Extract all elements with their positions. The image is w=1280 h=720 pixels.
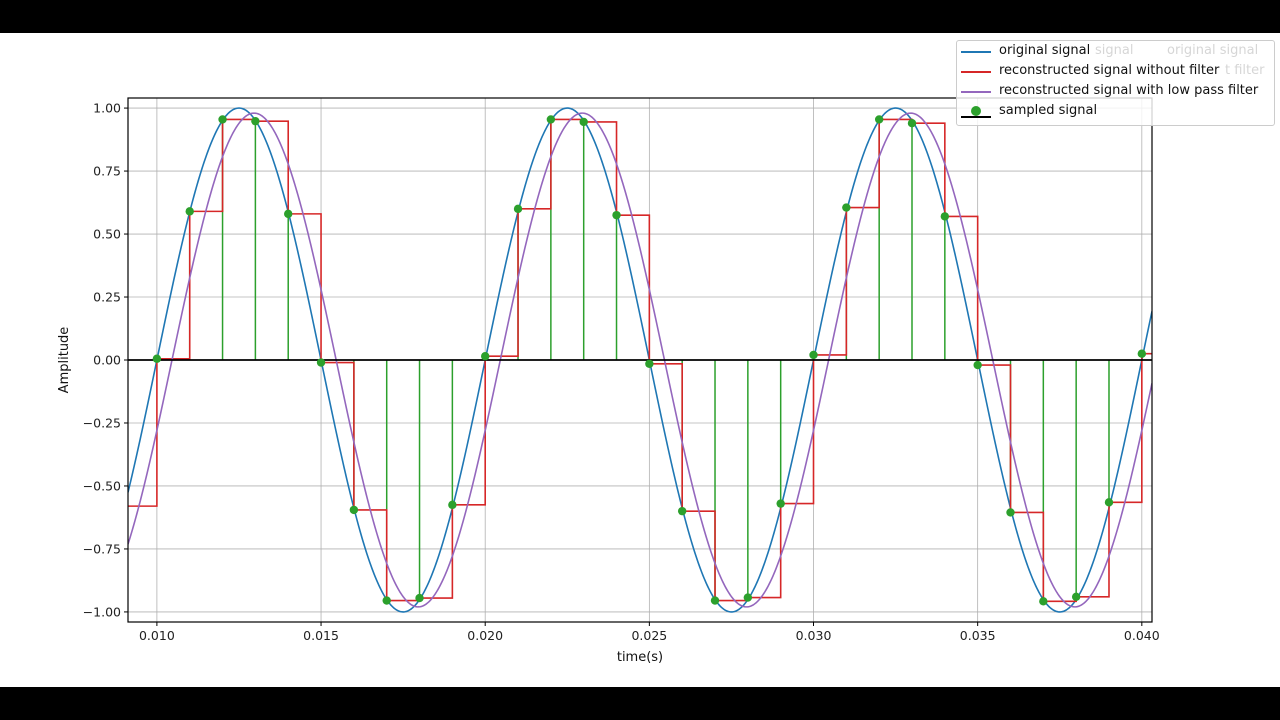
legend-ghost-text: signal: [1095, 43, 1134, 58]
sample-marker: [152, 354, 162, 363]
sample-marker: [612, 210, 621, 220]
x-axis-label: time(s): [617, 650, 663, 665]
sample-marker: [415, 593, 424, 603]
letterbox-bottom: [0, 687, 1280, 720]
y-tick-label: −0.50: [83, 478, 121, 493]
sample-marker: [579, 117, 588, 127]
x-tick-label: 0.030: [796, 628, 832, 643]
sample-marker: [481, 352, 490, 361]
sample-marker: [218, 115, 227, 124]
legend-item-low-pass: reconstructed signal with low pass filte…: [957, 82, 1274, 102]
y-tick-label: 1.00: [93, 101, 121, 116]
legend-label: original signal: [999, 43, 1091, 58]
green-marker-icon: [971, 106, 981, 116]
y-tick-label: 0.00: [93, 353, 121, 368]
y-tick-label: −0.75: [83, 541, 121, 556]
series-layer: [128, 107, 1152, 613]
sample-marker: [677, 506, 687, 516]
legend-item-original: original signal: [957, 42, 1274, 62]
sample-marker: [842, 203, 851, 212]
sample-marker: [710, 596, 720, 605]
legend-label: reconstructed signal without filter: [999, 63, 1220, 78]
sample-marker: [776, 499, 785, 508]
sample-marker: [874, 115, 884, 124]
sample-marker: [1137, 349, 1147, 358]
sample-marker: [1104, 498, 1114, 507]
x-tick-label: 0.040: [1124, 628, 1160, 643]
y-tick-label: −0.25: [83, 415, 121, 430]
y-tick-label: 0.75: [93, 164, 121, 179]
black-baseline-icon: [961, 116, 991, 118]
sample-marker: [1006, 508, 1015, 517]
sample-marker: [907, 118, 917, 128]
x-tick-label: 0.025: [631, 628, 667, 643]
x-tick-label: 0.020: [467, 628, 503, 643]
legend-ghost-text: original signal: [1167, 43, 1259, 58]
sample-marker: [809, 350, 818, 360]
sample-marker: [1039, 597, 1048, 606]
sample-marker: [546, 115, 556, 124]
sample-marker: [382, 596, 391, 605]
axis-ticks: 0.010 0.015 0.020 0.025 0.030 0.035 0.040 1.00 0…: [83, 101, 1160, 643]
purple-line-icon: [961, 91, 991, 93]
sample-marker: [251, 116, 260, 126]
letterbox-top: [0, 0, 1280, 33]
x-tick-label: 0.015: [303, 628, 339, 643]
legend-label: reconstructed signal with low pass filte…: [999, 83, 1259, 98]
sample-marker: [284, 209, 293, 219]
plot-area: [128, 107, 1152, 613]
sample-marker: [448, 500, 457, 510]
original-signal-line: [128, 107, 1152, 613]
sample-marker: [1071, 592, 1081, 602]
sample-marker: [513, 204, 523, 214]
sample-marker: [973, 360, 982, 370]
sample-marker: [185, 207, 194, 216]
x-tick-label: 0.010: [139, 628, 175, 643]
sample-marker: [743, 593, 753, 602]
x-tick-label: 0.035: [960, 628, 996, 643]
y-axis-label: Amplitude: [57, 327, 72, 394]
sample-marker: [645, 359, 654, 368]
red-line-icon: [961, 71, 991, 73]
y-tick-label: 0.50: [93, 227, 121, 242]
sample-marker: [316, 358, 326, 367]
legend-label: sampled signal: [999, 103, 1098, 118]
y-tick-label: 0.25: [93, 290, 121, 305]
chart-legend: signal original signal t filter original…: [956, 40, 1275, 126]
legend-item-sampled: sampled signal: [957, 102, 1274, 122]
lowpass-reconstruction-line: [128, 112, 1152, 608]
y-tick-label: −1.00: [83, 604, 121, 619]
sample-marker: [940, 212, 950, 221]
legend-item-no-filter: reconstructed signal without filter: [957, 62, 1274, 82]
sample-marker: [349, 505, 359, 515]
blue-line-icon: [961, 51, 991, 53]
legend-ghost-text: t filter: [1225, 63, 1265, 78]
